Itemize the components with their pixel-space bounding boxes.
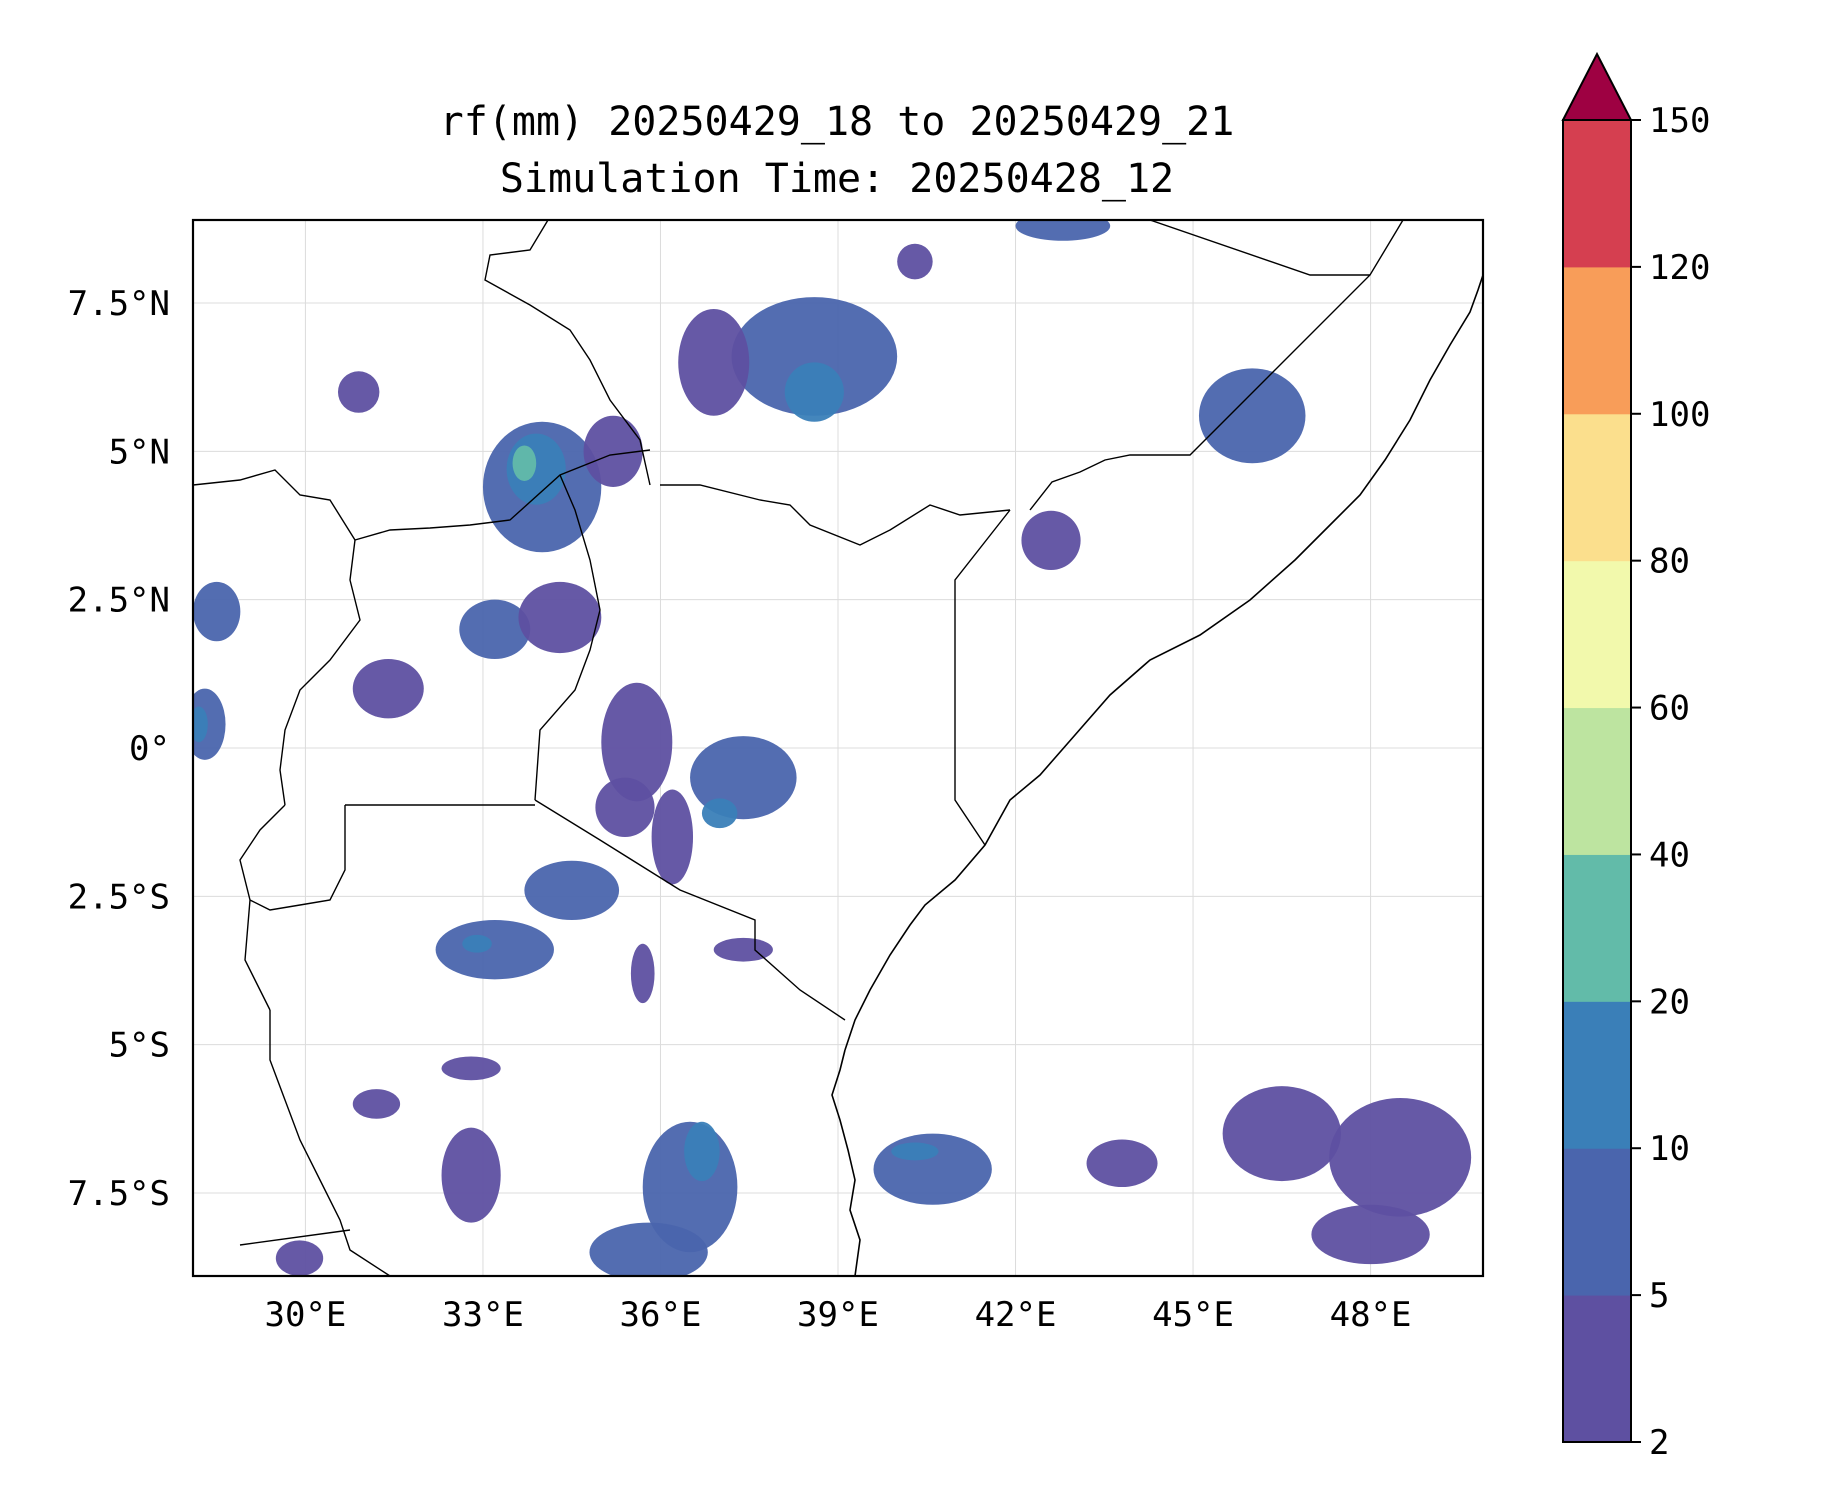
kenya-tanzania-border [534,799,846,1021]
uganda-drc-border [279,539,361,806]
rain-cell [713,937,773,962]
colorbar-segment [1563,1148,1631,1296]
coastline-and-borders [193,220,1483,1276]
colorbar-label: 40 [1649,835,1690,875]
uganda-southsudan-border [354,449,651,541]
south-sudan-ethiopia-border [484,220,651,486]
somalia-coastline [844,274,1483,1051]
colorbar-segment [1563,120,1631,268]
rain-cell [690,736,797,820]
rain-cell [1021,510,1081,571]
rain-cell [589,1222,708,1276]
lon-tick-label: 36°E [620,1295,702,1335]
lon-tick-label: 33°E [442,1295,524,1335]
tanzania-drc-border [269,1010,391,1276]
rain-cell [784,362,844,422]
rain-cell [193,688,226,760]
longitude-axis: 30°E 33°E 36°E 39°E 42°E 45°E 48°E [264,1295,1411,1335]
lat-tick-label: 2.5°S [68,877,170,917]
colorbar-segment [1563,854,1631,1002]
rain-cell [595,777,655,837]
rain-cell [891,1142,939,1161]
rain-cell [435,920,554,980]
rain-cell [275,1240,324,1276]
rain-cell [651,789,694,885]
latitude-axis: 7.5°N 5°N 2.5°N 0° 2.5°S 5°S 7.5°S [68,284,170,1214]
rain-cell [337,371,380,413]
rain-cell [441,1056,501,1081]
lat-tick-label: 7.5°N [68,284,170,324]
tanzania-zambia-border [239,1229,351,1246]
colorbar-label: 100 [1649,395,1710,435]
rain-cell [1329,1098,1472,1217]
tanzania-coastline [831,1049,861,1276]
rainfall-layer [193,220,1472,1276]
colorbar-segment [1563,707,1631,855]
rain-cell [512,445,537,482]
colorbar-label: 150 [1649,101,1710,141]
rain-cell [352,1089,401,1119]
rain-cell [678,308,750,416]
rain-cell [352,659,424,719]
colorbar-label: 80 [1649,542,1690,582]
rain-cell [193,706,208,743]
rain-cell [1015,220,1111,241]
lon-tick-label: 42°E [975,1295,1057,1335]
colorbar-frame [1562,119,1632,1443]
colorbar-label: 5 [1649,1276,1669,1316]
colorbar-segment [1563,266,1631,415]
rain-cell [1311,1204,1430,1265]
rain-cell [583,415,643,487]
uganda-kenya-border [534,474,601,801]
lat-tick-label: 7.5°S [68,1174,170,1214]
rain-cell [459,599,531,660]
rwanda-burundi-borders [239,804,346,1011]
colorbar-segment [1563,1001,1631,1149]
map-frame [191,218,1485,1278]
rain-cell [684,1121,720,1182]
ethiopia-somalia-border [1029,220,1404,511]
rain-cell [524,860,620,921]
lon-tick-label: 45°E [1152,1295,1234,1335]
south-sudan-drc-border [193,469,356,541]
colorbar-label: 10 [1649,1129,1690,1169]
colorbar-label: 2 [1649,1423,1669,1463]
kenya-somalia-border [954,509,1011,846]
lon-tick-label: 39°E [797,1295,879,1335]
rain-cell [630,943,655,1004]
colorbar-extend-arrow [1561,51,1633,121]
colorbar-label: 60 [1649,689,1690,729]
somalia-northern-border [1149,220,1370,276]
lon-tick-label: 48°E [1330,1295,1412,1335]
rain-cell [601,682,673,802]
colorbar-segment [1563,560,1631,709]
map-title-line2: Simulation Time: 20250428_12 [500,156,1174,202]
rain-cell [518,581,602,654]
rain-cell [731,297,898,416]
colorbar-label: 20 [1649,982,1690,1022]
rain-cell [1198,368,1306,464]
rain-cell [1222,1086,1341,1182]
rain-cell [462,934,492,953]
lat-tick-label: 0° [129,729,170,769]
rain-cell [701,798,738,829]
lat-tick-label: 5°N [109,432,170,472]
colorbar-label: 120 [1649,248,1710,288]
rain-cell [193,581,241,642]
lon-tick-label: 30°E [264,1295,346,1335]
lat-tick-label: 5°S [109,1026,170,1066]
rain-cell [873,1133,992,1205]
lat-tick-label: 2.5°N [68,581,170,621]
rain-cell [1086,1139,1158,1188]
colorbar: 2 5 10 20 40 60 80 100 120 150 [1561,51,1710,1463]
kenya-ethiopia-border [660,484,1011,546]
map-title-line1: rf(mm) 20250429_18 to 20250429_21 [440,99,1235,145]
rain-cell [897,243,933,280]
rain-cell [441,1127,501,1223]
colorbar-segment [1563,1295,1631,1443]
colorbar-segment [1563,413,1631,562]
